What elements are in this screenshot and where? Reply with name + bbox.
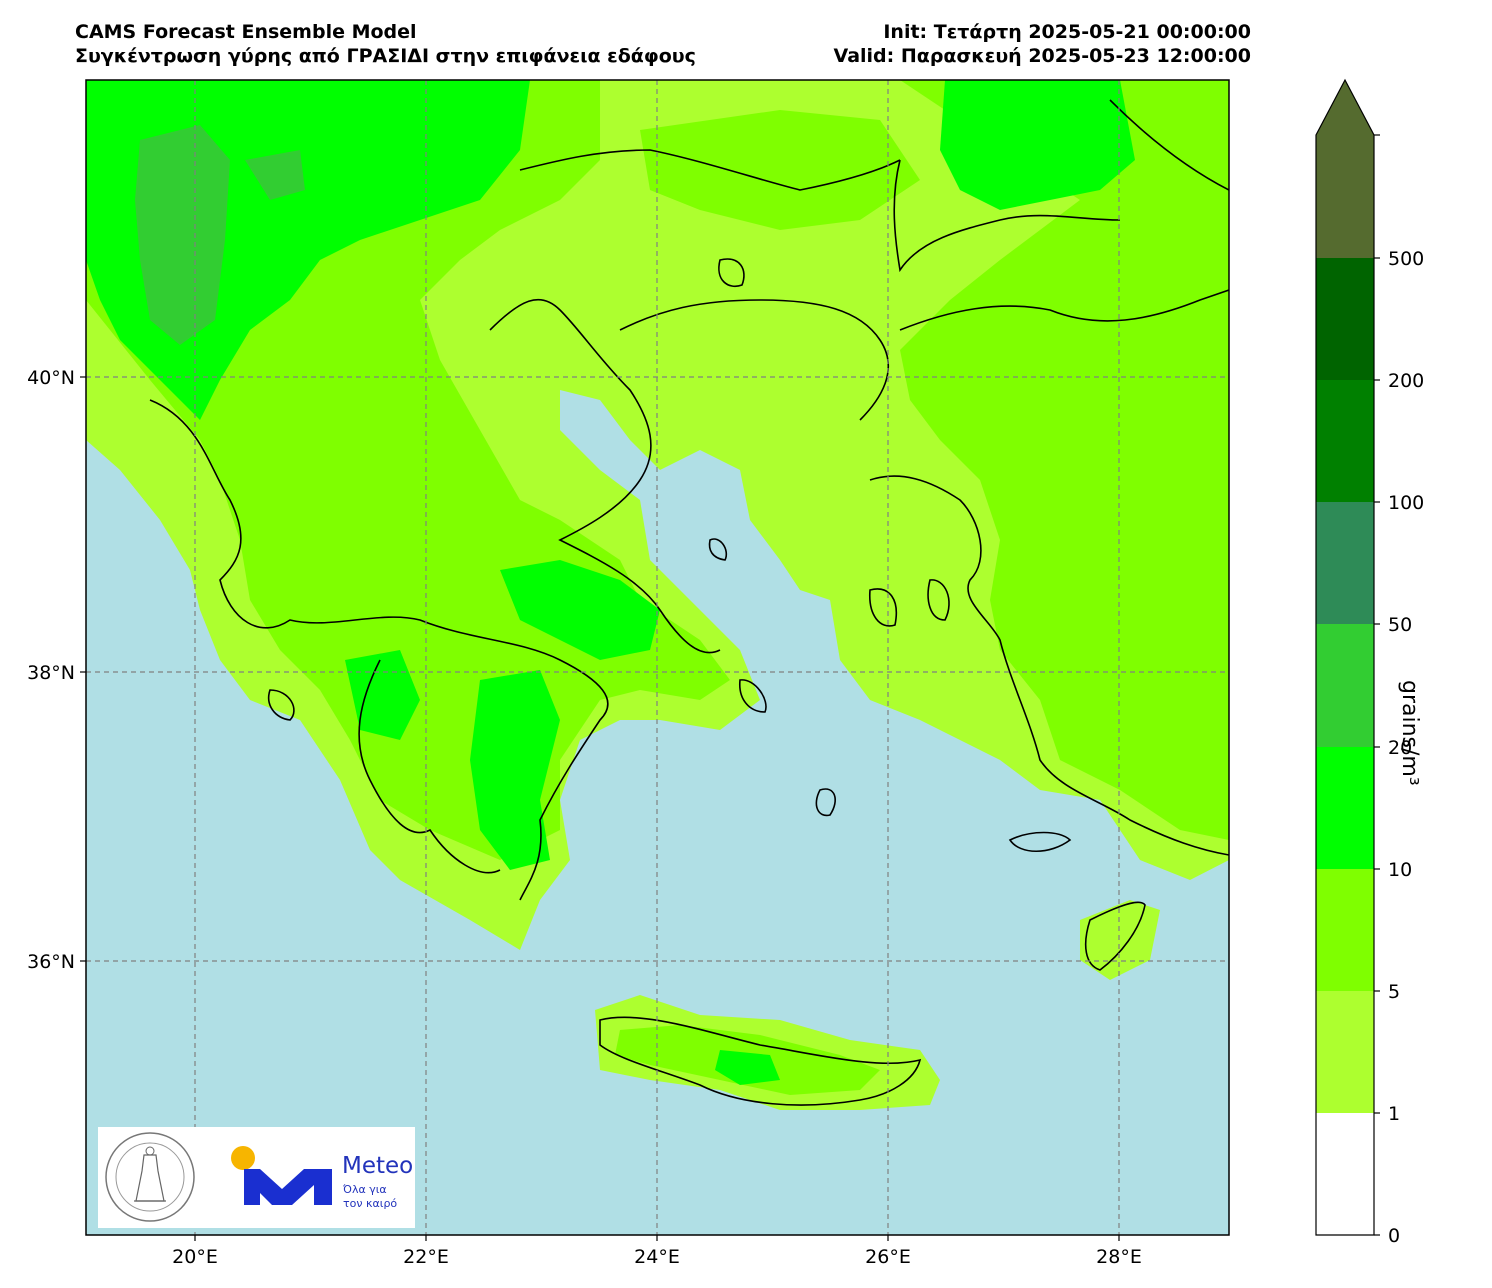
meteo-logo-icon	[231, 1146, 332, 1205]
colorbar-band	[1316, 502, 1374, 624]
colorbar-extend-arrow	[1316, 80, 1374, 258]
colorbar-band	[1316, 380, 1374, 502]
lon-tick-label: 24°E	[634, 1246, 680, 1268]
axis-ticks	[80, 376, 1120, 1241]
colorbar-unit: grains/m³	[1397, 680, 1422, 786]
logo-panel: Meteo Όλα για τον καιρό	[98, 1127, 415, 1228]
meteo-tagline: Όλα για τον καιρό	[343, 1183, 398, 1210]
lon-tick-label: 20°E	[172, 1246, 218, 1268]
model-title: CAMS Forecast Ensemble Model	[75, 21, 417, 43]
colorbar: 0 1 5 10 20 50 100 200 500	[1315, 78, 1424, 1247]
forecast-time-block: Init: Τετάρτη 2025-05-21 00:00:00 Valid:…	[834, 20, 1251, 68]
albania-very-high-region	[135, 125, 230, 345]
graticule	[86, 80, 1229, 1235]
lon-tick-label: 28°E	[1096, 1246, 1142, 1268]
colorbar-label: 200	[1388, 370, 1424, 392]
map-title-block: CAMS Forecast Ensemble Model Συγκέντρωση…	[75, 20, 696, 68]
central-high-region	[500, 560, 660, 660]
crete-high-region	[715, 1050, 780, 1085]
peloponnese-east-high-region	[470, 670, 560, 870]
lon-tick-label: 22°E	[403, 1246, 449, 1268]
colorbar-label: 1	[1388, 1103, 1400, 1125]
colorbar-label: 500	[1388, 248, 1424, 270]
map-subtitle: Συγκέντρωση γύρης από ΓΡΑΣΙΔΙ στην επιφά…	[75, 45, 696, 67]
colorbar-label: 20	[1388, 737, 1412, 759]
lat-tick-label: 38°N	[27, 662, 75, 684]
colorbar-band	[1316, 258, 1374, 380]
colorbar-band	[1316, 747, 1374, 869]
colorbar-label: 100	[1388, 492, 1424, 514]
observatory-seal-logo	[105, 1132, 195, 1222]
colorbar-label: 10	[1388, 859, 1412, 881]
colorbar-label: 5	[1388, 981, 1400, 1003]
coastlines	[149, 99, 1229, 901]
colorbar-label: 0	[1388, 1225, 1400, 1247]
lat-tick-label: 36°N	[27, 951, 75, 973]
colorbar-band	[1316, 869, 1374, 991]
colorbar-ticks	[1374, 134, 1380, 1236]
valid-time: Valid: Παρασκευή 2025-05-23 12:00:00	[833, 45, 1251, 67]
turkey-medium-region	[900, 80, 1229, 840]
lat-tick-label: 40°N	[27, 367, 75, 389]
colorbar-band	[1316, 1113, 1374, 1235]
northwest-very-high-region	[245, 150, 305, 200]
colorbar-band	[1316, 991, 1374, 1113]
northeast-high-region	[940, 80, 1135, 210]
colorbar-outline	[1315, 78, 1375, 1236]
thrace-medium-region	[640, 110, 920, 230]
islands-outline	[268, 258, 1146, 1106]
init-time: Init: Τετάρτη 2025-05-21 00:00:00	[883, 21, 1251, 43]
meteo-wordmark: Meteo	[342, 1153, 414, 1179]
map-canvas	[86, 80, 1229, 1235]
colorbar-label: 50	[1388, 614, 1412, 636]
lon-tick-label: 26°E	[865, 1246, 911, 1268]
colorbar-band	[1316, 624, 1374, 747]
